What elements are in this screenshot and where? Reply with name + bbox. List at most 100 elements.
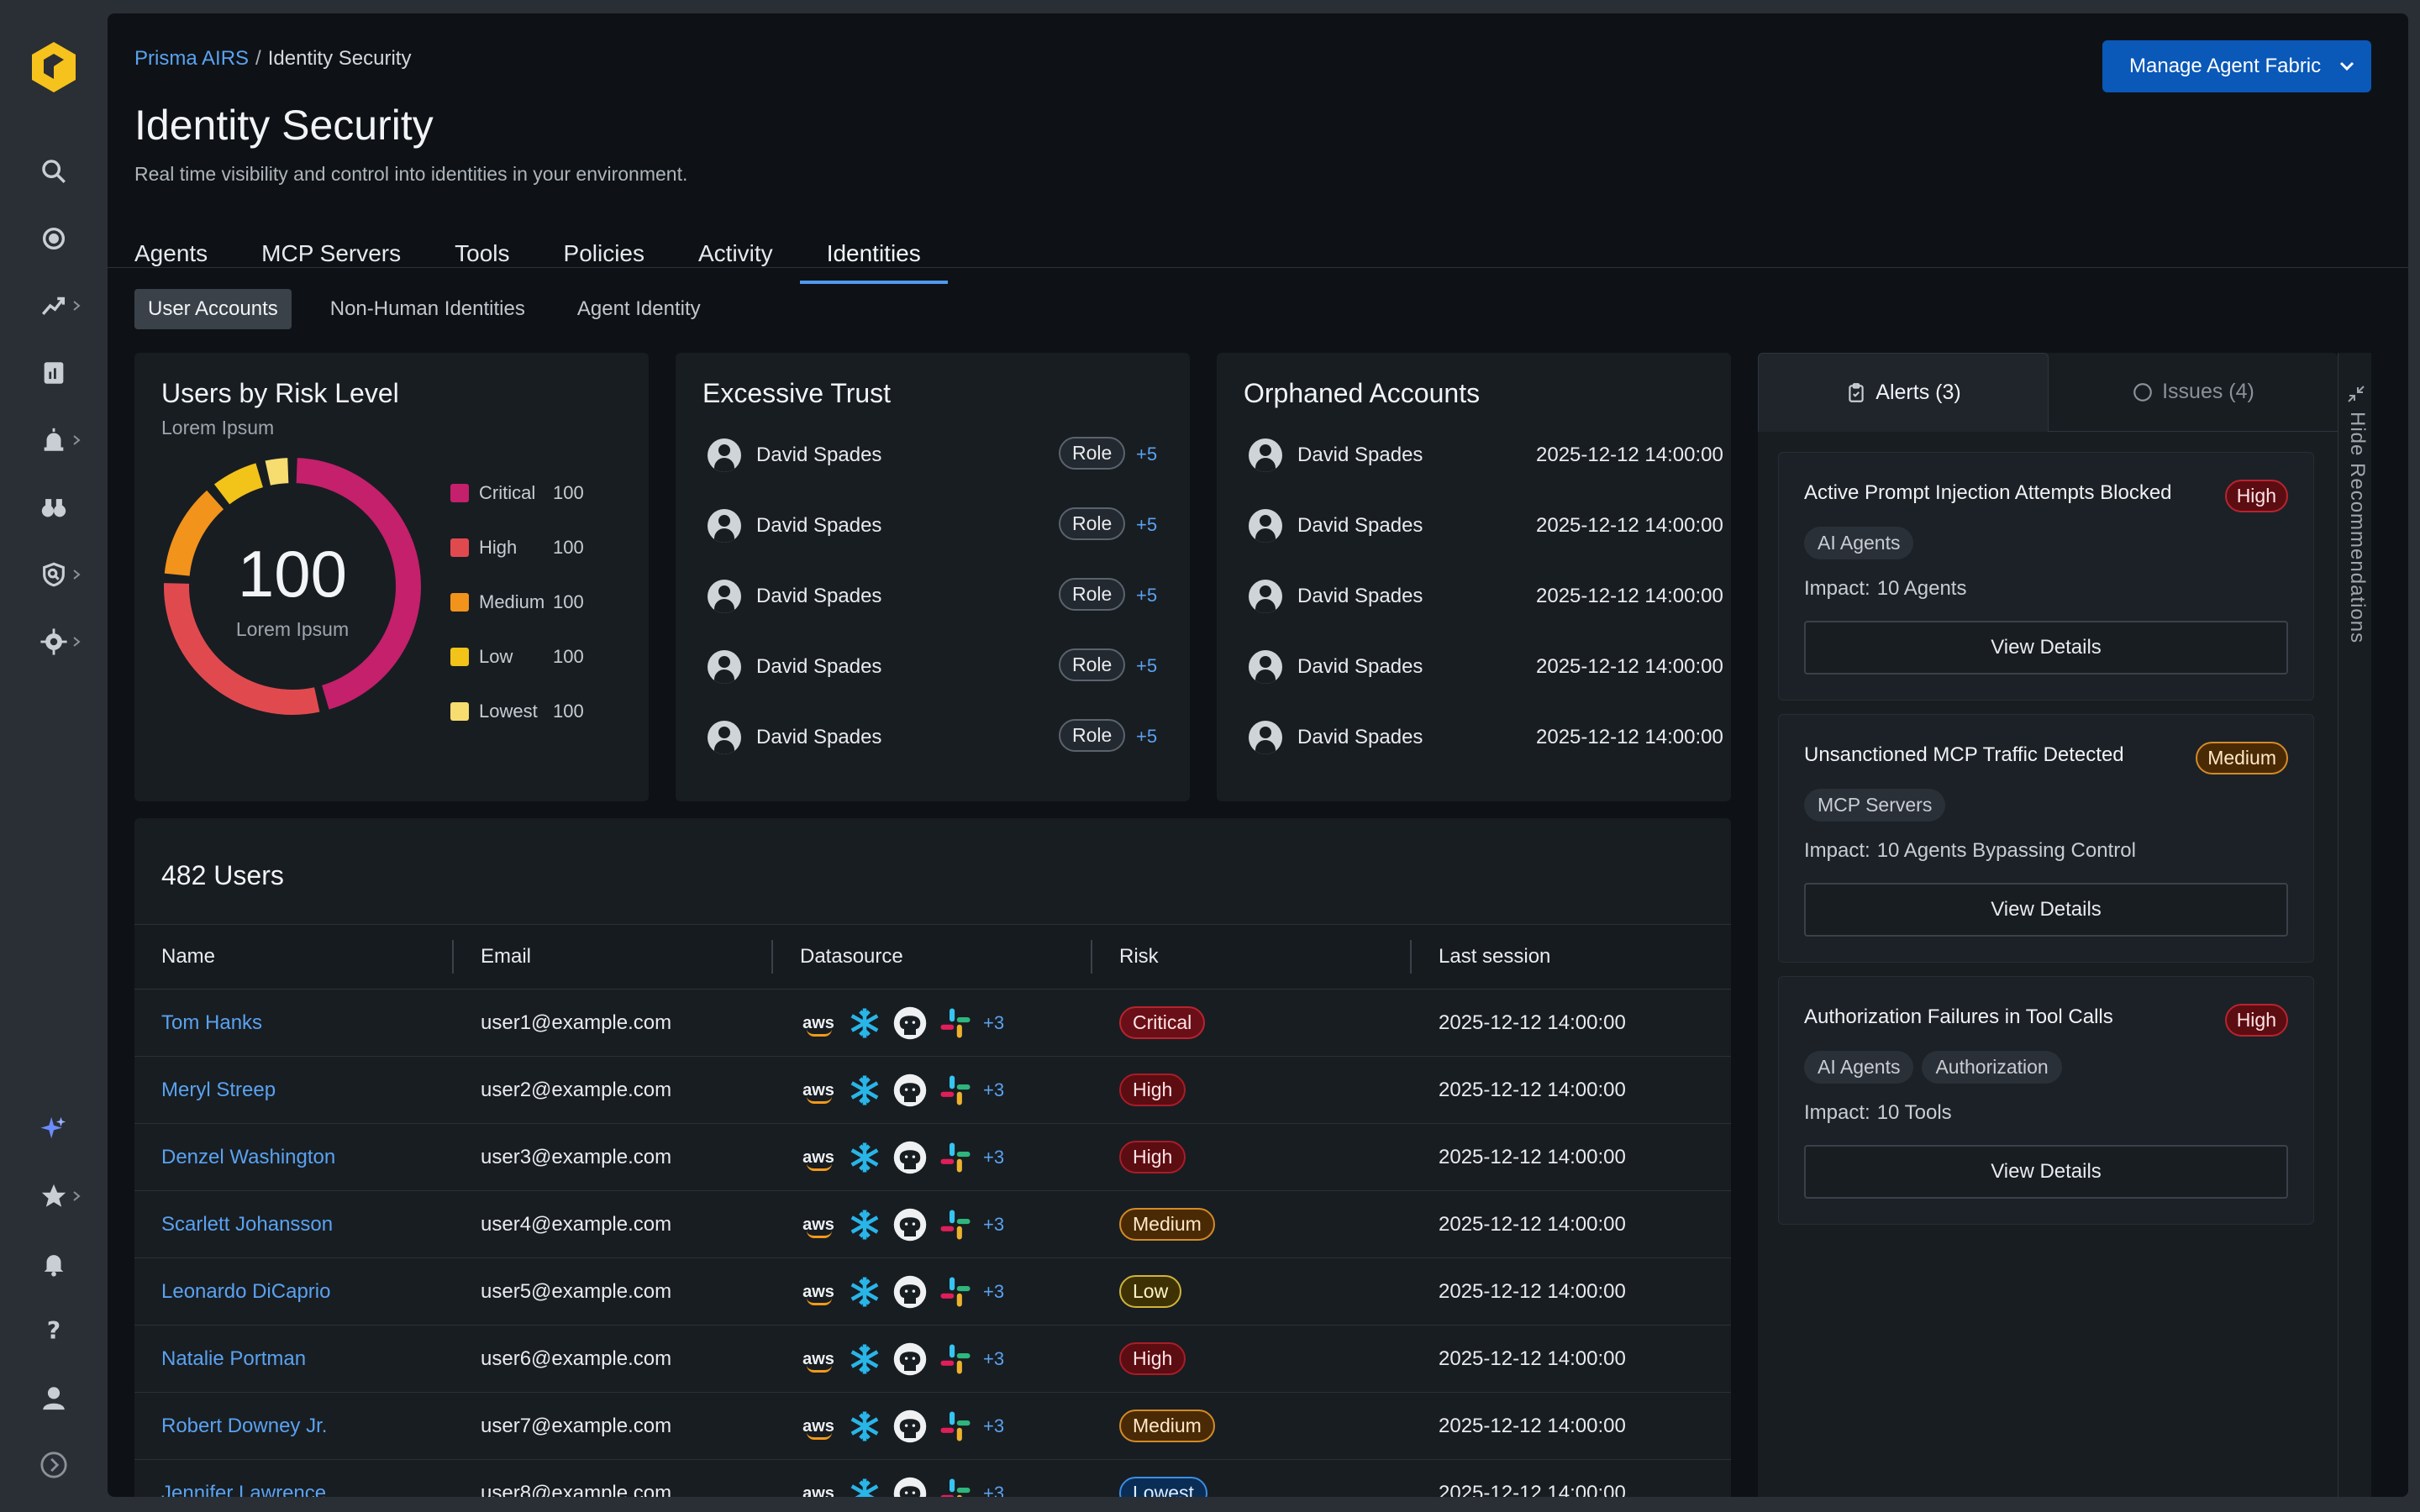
orphaned-account-row[interactable]: David Spades	[1249, 509, 1423, 543]
table-row[interactable]: Jennifer Lawrence user8@example.com aws …	[134, 1460, 1731, 1497]
donut-segment-lowest[interactable]	[265, 458, 289, 486]
reports-icon[interactable]	[34, 353, 74, 393]
orphaned-account-row[interactable]: David Spades	[1249, 721, 1423, 754]
more-roles-link[interactable]: +5	[1136, 444, 1158, 465]
more-roles-link[interactable]: +5	[1136, 655, 1158, 676]
subtab-user-accounts[interactable]: User Accounts	[134, 289, 292, 329]
tab-tools[interactable]: Tools	[455, 240, 510, 266]
table-row[interactable]: Denzel Washington user3@example.com aws …	[134, 1124, 1731, 1191]
alert-title: Active Prompt Injection Attempts Blocked	[1804, 481, 2172, 504]
more-roles-link[interactable]: +5	[1136, 514, 1158, 535]
user-name-link[interactable]: Natalie Portman	[161, 1347, 307, 1370]
user-name-link[interactable]: Scarlett Johansson	[161, 1213, 334, 1236]
radar-icon[interactable]	[34, 218, 74, 259]
excessive-trust-row[interactable]: David Spades	[708, 650, 881, 684]
donut-segment-high[interactable]	[164, 583, 320, 715]
issues-tab-label: Issues (4)	[2162, 380, 2254, 403]
role-pill[interactable]: Role	[1059, 507, 1126, 540]
view-details-button[interactable]: View Details	[1804, 883, 2288, 937]
column-header-email[interactable]: Email	[481, 945, 532, 968]
more-roles-link[interactable]: +5	[1136, 585, 1158, 606]
user-name-link[interactable]: Robert Downey Jr.	[161, 1415, 328, 1437]
tab-mcp-servers[interactable]: MCP Servers	[261, 240, 402, 266]
more-datasources-link[interactable]: +3	[983, 1012, 1005, 1033]
donut-segment-low[interactable]	[213, 463, 264, 505]
table-row[interactable]: Scarlett Johansson user4@example.com aws…	[134, 1191, 1731, 1258]
table-row[interactable]: Natalie Portman user6@example.com aws +3…	[134, 1326, 1731, 1393]
orphaned-account-row[interactable]: David Spades	[1249, 650, 1423, 684]
column-header-risk[interactable]: Risk	[1119, 945, 1159, 968]
column-header-name[interactable]: Name	[161, 945, 216, 968]
prisma-logo-icon[interactable]	[25, 39, 82, 96]
column-divider[interactable]	[1091, 940, 1092, 974]
manage-agent-fabric-button[interactable]: Manage Agent Fabric	[2102, 40, 2371, 92]
donut-segment-critical[interactable]	[296, 458, 421, 710]
table-row[interactable]: Robert Downey Jr. user7@example.com aws …	[134, 1393, 1731, 1460]
excessive-trust-row[interactable]: David Spades	[708, 509, 881, 543]
more-datasources-link[interactable]: +3	[983, 1147, 1005, 1168]
role-pill[interactable]: Role	[1059, 719, 1126, 752]
table-row[interactable]: Leonardo DiCaprio user5@example.com aws …	[134, 1258, 1731, 1326]
datasource-icons: aws +3	[800, 1273, 1004, 1310]
view-details-button[interactable]: View Details	[1804, 621, 2288, 675]
tab-identities[interactable]: Identities	[799, 223, 948, 284]
shield-search-icon[interactable]	[34, 554, 74, 595]
analytics-icon[interactable]	[34, 286, 74, 326]
table-row[interactable]: Meryl Streep user2@example.com aws +3 Hi…	[134, 1057, 1731, 1124]
more-datasources-link[interactable]: +3	[983, 1483, 1005, 1497]
orphaned-account-row[interactable]: David Spades	[1249, 438, 1423, 472]
view-details-button[interactable]: View Details	[1804, 1145, 2288, 1199]
donut-segment-medium[interactable]	[164, 490, 224, 577]
tab-policies[interactable]: Policies	[563, 240, 644, 266]
more-roles-link[interactable]: +5	[1136, 726, 1158, 747]
recommendations-panel: Alerts (3) Issues (4) Active Prompt Inje…	[1758, 353, 2338, 1497]
more-datasources-link[interactable]: +3	[983, 1079, 1005, 1100]
settings-icon[interactable]	[34, 622, 74, 662]
tab-alerts[interactable]: Alerts (3)	[1758, 353, 2049, 432]
excessive-trust-row[interactable]: David Spades	[708, 580, 881, 613]
excessive-trust-row[interactable]: David Spades	[708, 721, 881, 754]
user-name-link[interactable]: Denzel Washington	[161, 1146, 336, 1168]
breadcrumb-current: Identity Security	[267, 47, 412, 70]
binoculars-icon[interactable]	[34, 487, 74, 528]
more-datasources-link[interactable]: +3	[983, 1214, 1005, 1235]
favorites-icon[interactable]	[34, 1176, 74, 1216]
column-header-last-session[interactable]: Last session	[1439, 945, 1551, 968]
user-profile-icon[interactable]	[34, 1378, 74, 1418]
risk-badge: Medium	[1119, 1208, 1215, 1241]
legend-label: High	[479, 536, 518, 558]
user-name-link[interactable]: Tom Hanks	[161, 1011, 263, 1034]
column-header-datasource[interactable]: Datasource	[800, 945, 903, 968]
tab-activity[interactable]: Activity	[698, 240, 773, 266]
role-pill[interactable]: Role	[1059, 437, 1126, 470]
more-datasources-link[interactable]: +3	[983, 1348, 1005, 1369]
excessive-trust-row[interactable]: David Spades	[708, 438, 881, 472]
tab-issues[interactable]: Issues (4)	[2049, 353, 2338, 432]
ai-sparkle-icon[interactable]	[34, 1109, 74, 1149]
user-name-link[interactable]: Meryl Streep	[161, 1079, 276, 1101]
column-divider[interactable]	[1410, 940, 1412, 974]
snowflake-icon	[850, 1210, 879, 1240]
tab-agents[interactable]: Agents	[134, 240, 208, 266]
last-session: 2025-12-12 14:00:00	[1439, 1213, 1626, 1236]
hide-recommendations-toggle[interactable]: Hide Recommendations	[2338, 353, 2371, 1497]
user-name-link[interactable]: Jennifer Lawrence	[161, 1482, 327, 1497]
column-divider[interactable]	[452, 940, 454, 974]
alerts-icon[interactable]	[34, 420, 74, 460]
column-divider[interactable]	[771, 940, 773, 974]
help-icon[interactable]: ?	[34, 1310, 74, 1351]
role-pill[interactable]: Role	[1059, 578, 1126, 611]
more-datasources-link[interactable]: +3	[983, 1281, 1005, 1302]
search-icon[interactable]	[34, 151, 74, 192]
expand-nav-icon[interactable]	[34, 1445, 74, 1485]
role-pill[interactable]: Role	[1059, 648, 1126, 681]
subtab-non-human-identities[interactable]: Non-Human Identities	[329, 297, 525, 320]
legend-label: Medium	[479, 591, 545, 612]
user-name-link[interactable]: Leonardo DiCaprio	[161, 1280, 331, 1303]
bell-icon[interactable]	[34, 1243, 74, 1284]
table-row[interactable]: Tom Hanks user1@example.com aws +3 Criti…	[134, 990, 1731, 1057]
more-datasources-link[interactable]: +3	[983, 1415, 1005, 1436]
subtab-agent-identity[interactable]: Agent Identity	[576, 297, 701, 320]
orphaned-account-row[interactable]: David Spades	[1249, 580, 1423, 613]
breadcrumb-root-link[interactable]: Prisma AIRS	[134, 47, 250, 70]
